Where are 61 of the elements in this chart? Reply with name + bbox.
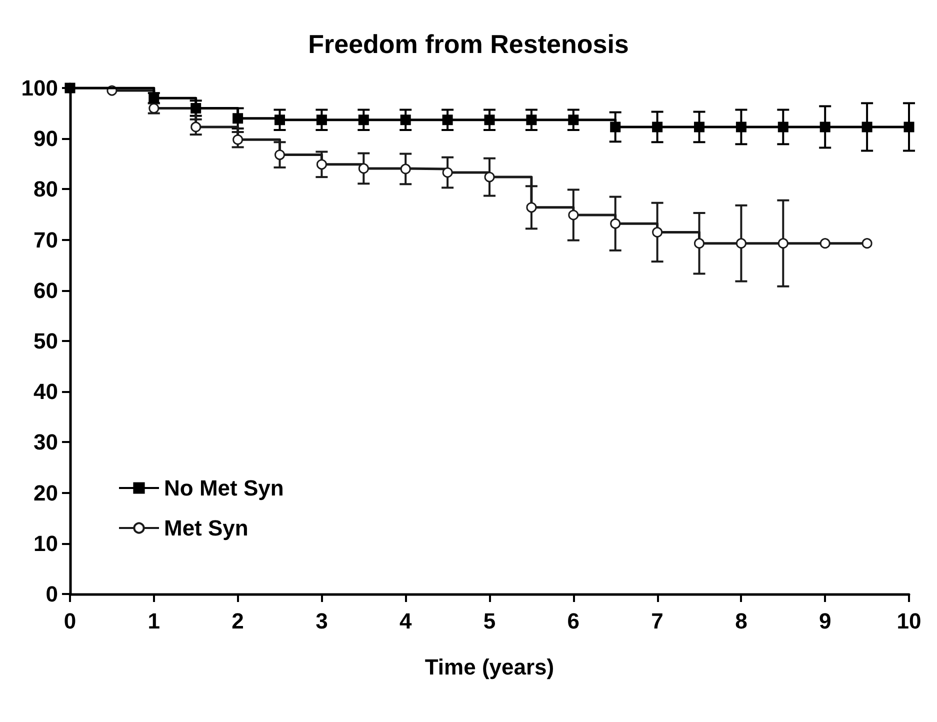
point	[862, 238, 872, 249]
x-tick-label: 6	[567, 608, 580, 634]
point	[610, 218, 621, 229]
y-tick-label: 50	[34, 328, 58, 354]
y-tick-label: 30	[34, 430, 58, 455]
y-tick-label: 80	[34, 176, 58, 202]
x-tick-label: 2	[232, 608, 244, 634]
point	[862, 122, 872, 132]
point	[736, 238, 746, 249]
point	[652, 226, 663, 238]
point	[694, 122, 704, 132]
point	[736, 122, 746, 132]
x-tick-label: 5	[483, 608, 496, 634]
point	[568, 210, 579, 220]
y-tick-label: 100	[21, 76, 58, 100]
x-tick-label: 9	[818, 608, 832, 634]
point	[400, 164, 411, 174]
point	[232, 134, 244, 145]
y-tick-label: 90	[34, 126, 58, 152]
point	[190, 102, 202, 114]
legend-label: No Met Syn	[164, 476, 284, 500]
y-tick-label: 40	[34, 379, 58, 404]
point	[820, 122, 830, 132]
point	[484, 172, 495, 182]
chart-title: Freedom from Restenosis	[308, 29, 629, 59]
point	[274, 150, 285, 160]
point	[274, 114, 285, 126]
y-tick-label: 0	[46, 582, 58, 606]
point	[652, 122, 663, 132]
y-tick-label: 60	[34, 278, 58, 303]
point	[904, 122, 914, 132]
x-tick-label: 3	[316, 608, 328, 634]
point	[610, 122, 621, 132]
point	[778, 238, 788, 249]
x-tick-label: 4	[399, 608, 412, 634]
point	[442, 167, 453, 178]
point	[526, 114, 537, 126]
point	[316, 114, 327, 126]
x-tick-label: 7	[651, 608, 664, 634]
point	[232, 113, 244, 124]
y-tick-label: 20	[34, 480, 58, 506]
x-axis-title: Time (years)	[424, 654, 554, 680]
x-tick-label: 8	[735, 608, 748, 634]
x-tick-label: 1	[148, 608, 160, 634]
point	[484, 114, 495, 126]
point	[820, 238, 830, 249]
point	[442, 114, 453, 126]
x-tick-label: 10	[896, 608, 922, 634]
point	[190, 122, 202, 132]
point	[316, 159, 327, 170]
point	[568, 114, 579, 126]
point	[358, 163, 369, 174]
point	[526, 202, 537, 213]
y-tick-label: 10	[34, 530, 58, 556]
point	[694, 238, 704, 249]
point	[778, 122, 788, 132]
point	[358, 114, 369, 126]
point	[400, 114, 411, 126]
y-tick-label: 70	[34, 227, 58, 252]
legend-label: Met Syn	[164, 516, 248, 540]
x-tick-label: 0	[64, 608, 76, 634]
